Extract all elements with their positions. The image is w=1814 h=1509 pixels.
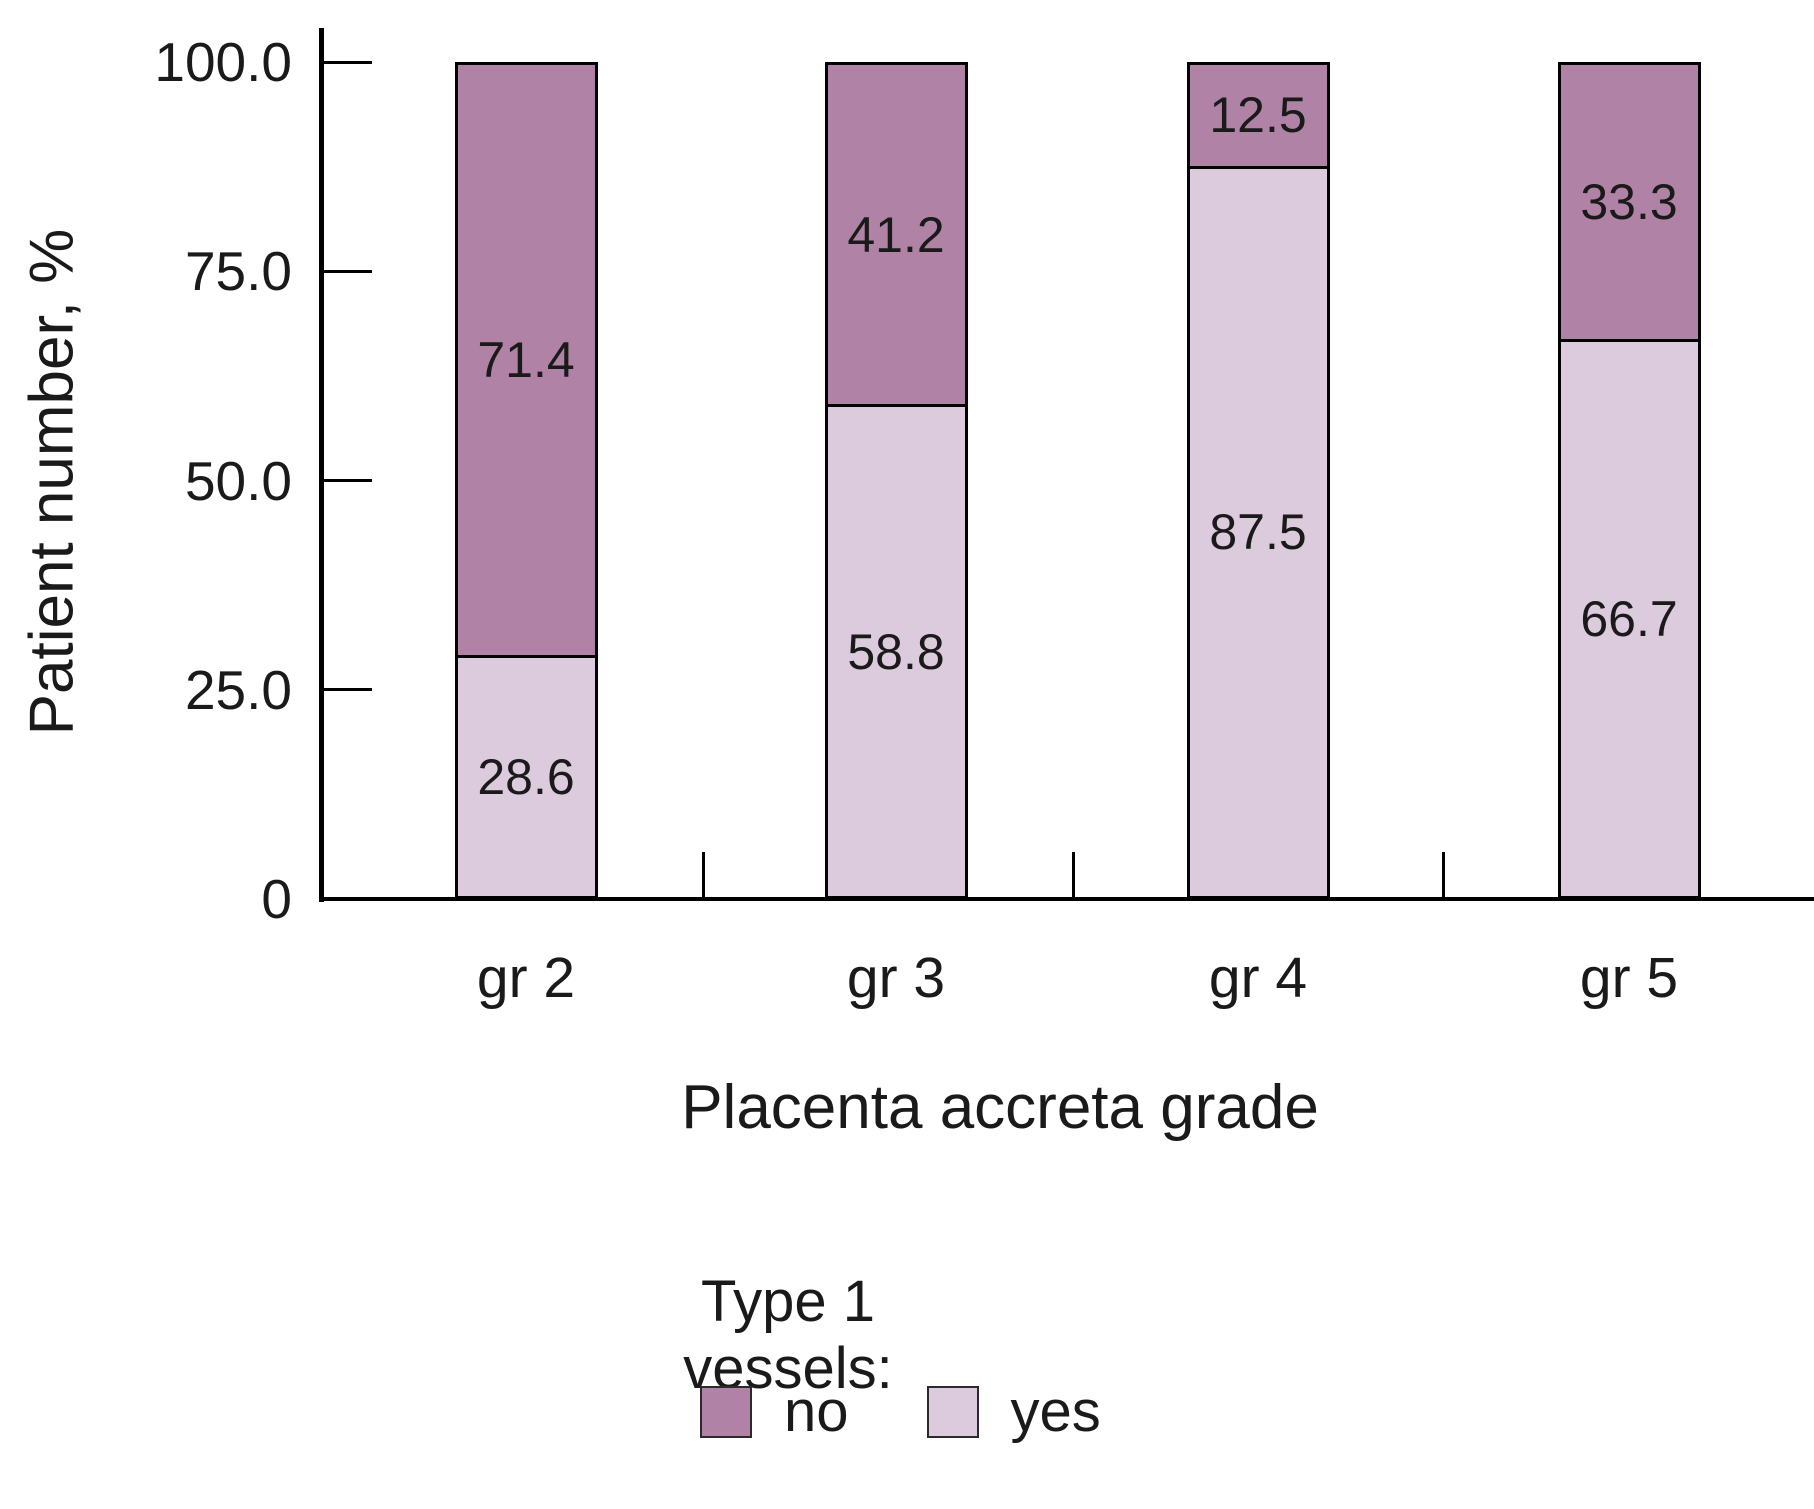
y-tick-label: 50.0 bbox=[184, 449, 292, 512]
bar-segment-yes-gr-3: 58.8 bbox=[827, 407, 965, 896]
value-label-yes-gr-4: 87.5 bbox=[1209, 504, 1307, 561]
legend-item-yes: yes bbox=[926, 1378, 1101, 1445]
bar-segment-no-gr-4: 12.5 bbox=[1189, 65, 1327, 169]
y-axis-line bbox=[319, 28, 324, 902]
y-tick-mark bbox=[323, 269, 372, 273]
bar-gr-2: 71.4 28.6 bbox=[454, 62, 598, 899]
bar-segment-no-gr-5: 33.3 bbox=[1560, 65, 1698, 342]
value-label-no-gr-3: 41.2 bbox=[847, 206, 945, 263]
value-label-no-gr-4: 12.5 bbox=[1209, 87, 1307, 144]
y-tick-mark bbox=[323, 897, 372, 901]
y-tick-label: 100.0 bbox=[154, 31, 292, 93]
legend-label-no: no bbox=[784, 1379, 849, 1444]
bar-segment-yes-gr-2: 28.6 bbox=[457, 658, 595, 896]
value-label-yes-gr-2: 28.6 bbox=[477, 749, 575, 806]
x-category-label-gr-2: gr 2 bbox=[476, 946, 576, 1010]
y-tick-label: 0 bbox=[261, 868, 292, 930]
legend-items: no yes bbox=[700, 1378, 1179, 1445]
x-tick-mark bbox=[1441, 852, 1445, 899]
legend-swatch-no bbox=[700, 1385, 752, 1438]
y-tick-label: 25.0 bbox=[184, 658, 292, 721]
bar-segment-yes-gr-4: 87.5 bbox=[1189, 168, 1327, 896]
value-label-yes-gr-5: 66.7 bbox=[1580, 590, 1678, 647]
bar-segment-no-gr-2: 71.4 bbox=[457, 65, 595, 659]
y-tick-mark bbox=[323, 60, 372, 64]
bar-segment-yes-gr-5: 66.7 bbox=[1560, 341, 1698, 896]
y-tick-label: 75.0 bbox=[184, 240, 292, 303]
bar-segment-no-gr-3: 41.2 bbox=[827, 65, 965, 408]
x-category-label-gr-3: gr 3 bbox=[846, 946, 946, 1010]
bar-gr-4: 12.5 87.5 bbox=[1186, 62, 1330, 899]
y-tick-mark bbox=[323, 479, 372, 482]
x-axis-title: Placenta accreta grade bbox=[681, 1073, 1319, 1142]
legend-item-no: no bbox=[700, 1378, 849, 1445]
x-tick-mark bbox=[701, 852, 705, 899]
value-label-yes-gr-3: 58.8 bbox=[847, 623, 945, 680]
x-tick-mark bbox=[1071, 852, 1075, 899]
y-tick-mark bbox=[323, 688, 372, 692]
legend-swatch-yes bbox=[926, 1385, 979, 1438]
x-category-label-gr-4: gr 4 bbox=[1208, 946, 1308, 1010]
value-label-no-gr-2: 71.4 bbox=[477, 332, 575, 389]
bar-gr-5: 33.3 66.7 bbox=[1557, 62, 1701, 899]
bar-gr-3: 41.2 58.8 bbox=[824, 62, 968, 899]
x-axis-line bbox=[319, 897, 1814, 901]
legend-label-yes: yes bbox=[1010, 1379, 1101, 1444]
x-category-label-gr-5: gr 5 bbox=[1579, 946, 1679, 1010]
value-label-no-gr-5: 33.3 bbox=[1580, 173, 1678, 230]
